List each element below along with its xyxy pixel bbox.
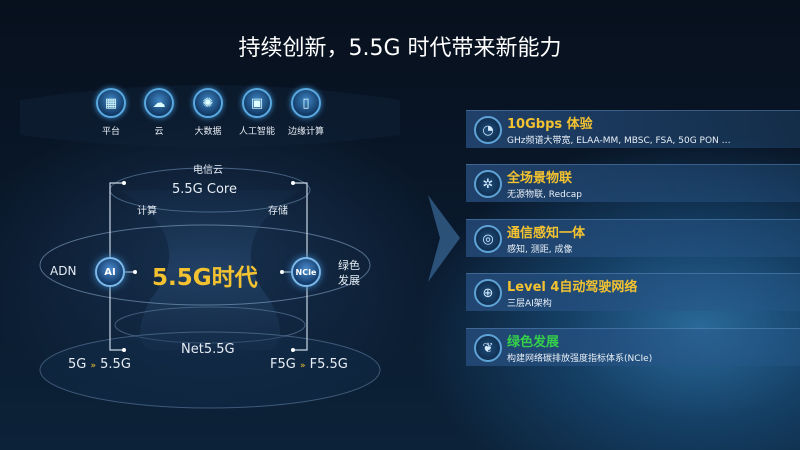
capability-panel: ⊕ Level 4自动驾驶网络 三层AI架构 bbox=[466, 273, 800, 311]
fixed-evolution: F5G » F5.5G bbox=[270, 357, 348, 372]
mobile-evolution: 5G » 5.5G bbox=[68, 357, 131, 372]
platform-icon: ▦ bbox=[96, 88, 126, 118]
funnel-body bbox=[120, 190, 300, 350]
capability-panel: ◎ 通信感知一体 感知, 测距, 成像 bbox=[466, 219, 800, 257]
fixed-to: F5.5G bbox=[309, 357, 348, 372]
double-chevron-icon: » bbox=[90, 361, 97, 371]
mobile-to: 5.5G bbox=[100, 357, 131, 372]
capability-title: 10Gbps 体验 bbox=[507, 117, 593, 132]
top-label-cloud: 云 bbox=[154, 127, 164, 137]
edge-computing-icon: ▯ bbox=[291, 88, 321, 118]
capability-title: Level 4自动驾驶网络 bbox=[507, 280, 638, 295]
green-label: 绿色发展 bbox=[338, 259, 360, 287]
autonomous-network-icon: ⊕ bbox=[474, 279, 502, 307]
capability-title: 通信感知一体 bbox=[507, 226, 586, 241]
cloud-icon: ☁ bbox=[144, 88, 174, 118]
lower-ring bbox=[114, 306, 306, 344]
storage-label: 存储 bbox=[268, 206, 288, 217]
sensing-icon: ◎ bbox=[474, 225, 502, 253]
capability-desc: 构建网络碳排放强度指标体系(NCIe) bbox=[507, 354, 653, 364]
capability-desc: GHz频谱大带宽, ELAA-MM, MBSC, FSA, 50G PON … bbox=[507, 136, 731, 146]
leaf-icon: ❦ bbox=[474, 334, 502, 362]
big-arrow bbox=[428, 195, 460, 282]
speed-gauge-icon: ◔ bbox=[474, 116, 502, 144]
capability-title: 全场景物联 bbox=[507, 171, 573, 186]
top-label-ai: 人工智能 bbox=[238, 127, 275, 137]
capability-panel: ◔ 10Gbps 体验 GHz频谱大带宽, ELAA-MM, MBSC, FSA… bbox=[466, 110, 800, 148]
fixed-from: F5G bbox=[270, 357, 296, 372]
capability-desc: 感知, 测距, 成像 bbox=[507, 245, 573, 255]
top-label-edge: 边缘计算 bbox=[287, 127, 324, 137]
iot-network-icon: ✲ bbox=[474, 170, 502, 198]
net-label: Net5.5G bbox=[181, 342, 235, 357]
mobile-from: 5G bbox=[68, 357, 87, 372]
telecom-cloud-label: 电信云 bbox=[193, 165, 223, 176]
big-data-icon: ✺ bbox=[193, 88, 223, 118]
ai-node: AI bbox=[95, 257, 125, 287]
capability-desc: 三层AI架构 bbox=[507, 299, 552, 309]
top-label-big-data: 大数据 bbox=[194, 127, 222, 137]
double-chevron-icon: » bbox=[299, 361, 306, 371]
middle-ring bbox=[39, 224, 371, 306]
capability-panel: ✲ 全场景物联 无源物联, Redcap bbox=[466, 164, 800, 202]
compute-label: 计算 bbox=[137, 206, 157, 217]
adn-label: ADN bbox=[50, 264, 77, 278]
core-label: 5.5G Core bbox=[172, 182, 237, 197]
ai-chip-icon: ▣ bbox=[242, 88, 272, 118]
slide-title: 持续创新，5.5G 时代带来新能力 bbox=[238, 36, 562, 61]
center-title: 5.5G时代 bbox=[152, 265, 258, 291]
ncie-node: NCIe bbox=[291, 257, 321, 287]
top-label-platform: 平台 bbox=[101, 127, 120, 137]
capability-title: 绿色发展 bbox=[507, 335, 560, 350]
capability-desc: 无源物联, Redcap bbox=[507, 190, 582, 200]
capability-panel: ❦ 绿色发展 构建网络碳排放强度指标体系(NCIe) bbox=[466, 328, 800, 366]
